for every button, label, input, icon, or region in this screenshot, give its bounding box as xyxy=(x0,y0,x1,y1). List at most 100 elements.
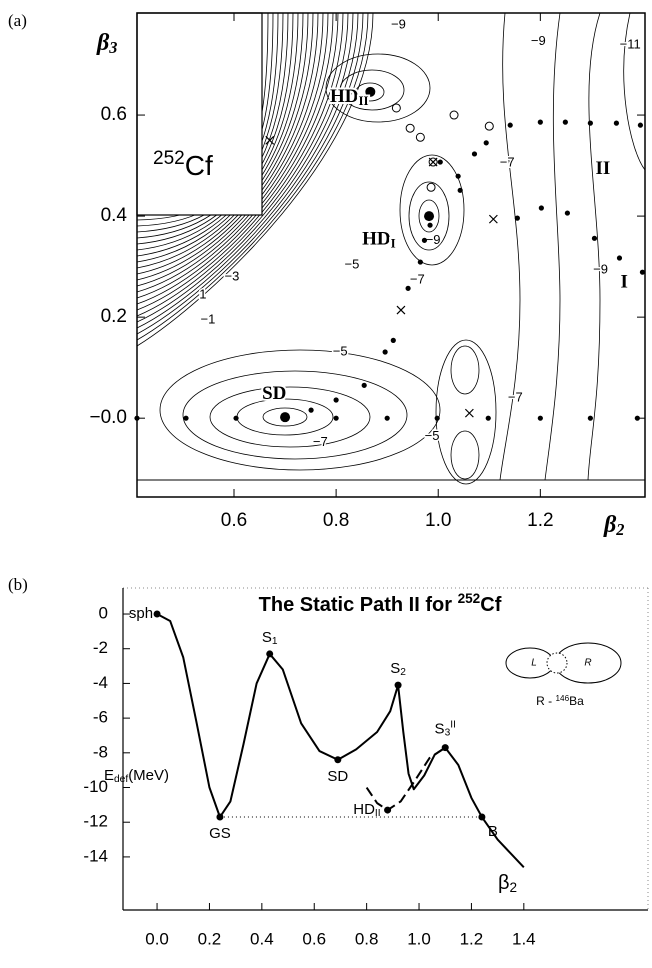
contour-line xyxy=(136,12,344,311)
text-part: GS xyxy=(209,825,231,842)
frame xyxy=(136,12,646,498)
x-tick-label: 0.8 xyxy=(323,510,349,531)
y-axis-label: β3 xyxy=(96,30,117,57)
contour-line xyxy=(136,12,329,293)
contour-line xyxy=(209,386,371,448)
contour-line xyxy=(499,12,521,481)
open-point xyxy=(426,182,436,192)
text-sup: 252 xyxy=(153,148,185,169)
contour-line xyxy=(408,181,450,251)
point-label: S3II xyxy=(435,720,456,739)
text-sub: 1 xyxy=(272,636,278,647)
text-part: HD xyxy=(353,801,375,818)
path-point xyxy=(390,337,396,343)
chart-title: The Static Path II for 252Cf xyxy=(259,591,502,616)
text-sub: def xyxy=(114,774,128,785)
stationary-point xyxy=(478,813,486,821)
text-part: β xyxy=(603,512,617,538)
text-part: sph xyxy=(129,605,153,622)
contour-line xyxy=(544,12,561,481)
contour-line xyxy=(623,12,646,171)
contour-label: −7 xyxy=(313,434,328,449)
inset-left-label: L xyxy=(531,658,537,669)
text-part: Cf xyxy=(185,150,213,181)
contour-label: −1 xyxy=(201,312,216,327)
contour-line xyxy=(136,12,339,305)
text-part: Cf xyxy=(480,594,501,616)
contour-label: −5 xyxy=(333,343,348,358)
text-sub: 2 xyxy=(400,667,406,678)
path-point xyxy=(591,235,598,241)
text-sub: 2 xyxy=(615,520,624,539)
inset-text: 252Cf xyxy=(153,148,213,181)
contour-line xyxy=(136,12,374,347)
contour-line xyxy=(587,12,601,481)
contour-line xyxy=(450,345,480,395)
path-point xyxy=(455,173,461,179)
contour-label: −9 xyxy=(531,33,546,48)
saddle-cross xyxy=(265,135,275,145)
minimum-point xyxy=(280,412,291,423)
y-tick-label: -2 xyxy=(93,638,108,657)
path-point xyxy=(564,210,570,216)
saddle-cross xyxy=(464,408,474,418)
open-point xyxy=(484,121,494,131)
text-part: B xyxy=(488,823,498,840)
y-tick-label: -12 xyxy=(83,812,108,831)
stationary-point xyxy=(334,756,342,764)
path-point xyxy=(587,415,593,421)
annotation: I xyxy=(620,272,627,293)
contour-line xyxy=(182,370,408,460)
text-sub: II xyxy=(375,808,381,819)
energy-path xyxy=(156,613,525,869)
x-tick-label: 1.2 xyxy=(460,929,484,948)
text-part: I xyxy=(620,272,627,293)
x-tick-label: 1.0 xyxy=(407,929,431,948)
y-axis-label: Edef(MeV) xyxy=(104,767,169,785)
contour-line xyxy=(136,12,369,341)
y-tick-label: -8 xyxy=(93,742,108,761)
y-tick-label: -14 xyxy=(83,846,108,865)
stationary-point xyxy=(266,650,274,658)
text-part: R - xyxy=(536,694,555,708)
path-point xyxy=(361,382,367,388)
contour-line xyxy=(136,12,364,335)
contour-label: −5 xyxy=(425,428,440,443)
path-point xyxy=(457,187,463,193)
point-label: S1 xyxy=(262,629,278,647)
path-point xyxy=(587,120,593,126)
neck xyxy=(546,652,568,674)
text-sub: 3 xyxy=(445,727,451,738)
contour-label: 1 xyxy=(199,286,206,301)
x-axis-label: β2 xyxy=(498,872,517,895)
annotation: SD xyxy=(262,383,286,404)
contour-line xyxy=(418,199,440,233)
path-point xyxy=(637,122,644,128)
text-sub: 2 xyxy=(510,880,518,895)
excluded-region xyxy=(136,12,263,216)
text-sub: I xyxy=(391,235,396,250)
stationary-point xyxy=(216,813,224,821)
contour-line xyxy=(136,12,349,317)
path-point xyxy=(616,255,623,261)
text-part: The Static Path II for xyxy=(259,594,458,616)
text-sup: 252 xyxy=(458,591,481,606)
contour-line xyxy=(262,407,308,427)
annotation: HDII xyxy=(330,86,369,108)
text-part: β xyxy=(498,872,510,894)
saddle-cross xyxy=(428,157,438,167)
y-tick-label: 0 xyxy=(99,604,108,623)
text-part: (MeV) xyxy=(128,767,169,784)
text-part: SD xyxy=(327,768,348,785)
path-point xyxy=(427,222,433,228)
path-point xyxy=(382,349,388,355)
contour-label: −7 xyxy=(500,154,515,169)
panel-label: (a) xyxy=(8,11,27,30)
text-part: S xyxy=(390,660,400,677)
x-axis-label: β2 xyxy=(603,512,624,539)
y-tick-label: 0.6 xyxy=(101,104,127,125)
path-point xyxy=(471,151,478,157)
annotation: HDI xyxy=(362,229,396,251)
x-tick-label: 0.4 xyxy=(250,929,274,948)
